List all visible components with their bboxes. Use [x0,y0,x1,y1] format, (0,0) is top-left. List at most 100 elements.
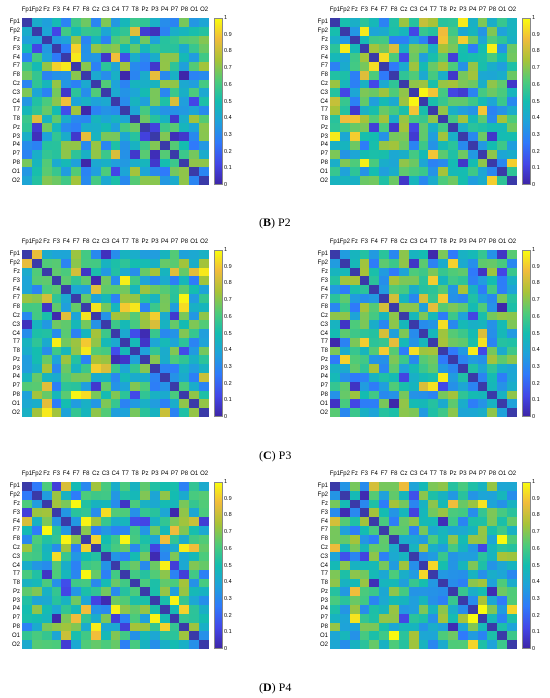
colorbar-tick-label: 0 [224,182,228,188]
matrix-cell [90,250,101,259]
matrix-cell [359,258,370,268]
matrix-cell [41,543,52,553]
matrix-cell [41,167,52,177]
matrix-cell [428,329,439,338]
matrix-cell [41,267,52,277]
matrix-cell [31,640,42,649]
matrix-cell [51,499,62,509]
matrix-cell [497,329,508,338]
matrix-cell [90,640,101,649]
matrix-cell [31,525,42,535]
x-tick-label: Fz [43,7,50,13]
matrix-cell [71,482,82,491]
matrix-cell [497,525,508,535]
x-tick-label: Pz [141,7,149,13]
matrix-cell [497,517,508,526]
matrix-cell [330,482,340,491]
matrix-cell [428,525,439,535]
matrix-cell [22,176,32,185]
matrix-cell [31,88,42,98]
matrix-cell [130,276,141,286]
matrix-cell [428,534,439,544]
matrix-cell [467,490,478,500]
matrix-cell [477,250,488,259]
colorbar-tick-label: 0.8 [224,280,232,287]
matrix-cell [339,293,350,303]
matrix-cell [120,35,131,45]
matrix-cell [359,408,370,417]
matrix-cell [71,311,82,321]
matrix-cell [179,167,190,177]
matrix-cell [467,44,478,54]
matrix-cell [51,132,62,142]
matrix-cell [428,408,439,417]
caption-d: (D) P4 [259,680,292,694]
matrix-cell [418,276,429,286]
matrix-cell [61,364,72,374]
matrix-cell [398,346,409,356]
matrix-cell [31,482,42,491]
matrix-cell [398,176,409,185]
matrix-cell [120,596,131,606]
matrix-cell [51,18,62,27]
matrix-cell [330,364,340,374]
matrix-cell [379,267,390,277]
matrix-cell [330,53,340,62]
matrix-cell [359,534,370,544]
matrix-cell [477,587,488,597]
matrix-cell [159,158,170,168]
matrix-cell [149,79,160,89]
colorbar-tick-label: 0.5 [532,98,540,105]
matrix-cell [51,552,62,562]
matrix-cell [130,267,141,277]
matrix-cell [51,508,62,518]
matrix-cell [497,569,508,579]
y-tick-label: F4 [320,518,328,525]
matrix-cell [110,132,121,142]
matrix-cell [130,399,141,409]
y-tick-label: T8 [12,116,20,123]
matrix-cell [497,105,508,115]
matrix-cell [339,285,350,294]
matrix-cell [477,640,488,649]
y-tick-label: P3 [12,597,20,604]
colorbar-tick-label: 0 [532,182,536,188]
matrix-cell [169,18,180,27]
y-tick-label: C4 [12,98,20,105]
matrix-cell [428,258,439,268]
matrix-cell [100,499,111,509]
matrix-cell [189,285,200,294]
y-tick-label: Cz [12,312,20,319]
y-tick-label: Cz [320,544,328,551]
y-tick-label: Fp2 [9,260,20,267]
matrix-cell [477,561,488,570]
matrix-cell [61,631,72,641]
matrix-cell [428,355,439,365]
matrix-cell [349,640,360,649]
matrix-cell [41,596,52,606]
matrix-cell [330,399,340,409]
colorbar-tick-label: 0.3 [532,595,540,602]
matrix-cell [51,534,62,544]
matrix-cell [408,329,419,338]
matrix-cell [467,346,478,356]
matrix-cell [349,302,360,312]
y-tick-label: Cz [320,80,328,87]
x-tick-label: Cz [92,471,100,477]
matrix-cell [339,250,350,259]
matrix-cell [22,88,32,98]
matrix-cell [159,70,170,80]
matrix-cell [22,97,32,106]
matrix-cell [408,132,419,142]
matrix-cell [81,114,91,124]
matrix-cell [497,114,508,124]
matrix-cell [339,613,350,623]
matrix-cell [467,35,478,45]
matrix-cell [330,293,340,303]
matrix-cell [507,355,517,365]
matrix-cell [349,622,360,632]
matrix-cell [448,631,458,641]
matrix-cell [448,97,458,106]
matrix-cell [369,525,380,535]
matrix-cell [477,355,488,365]
